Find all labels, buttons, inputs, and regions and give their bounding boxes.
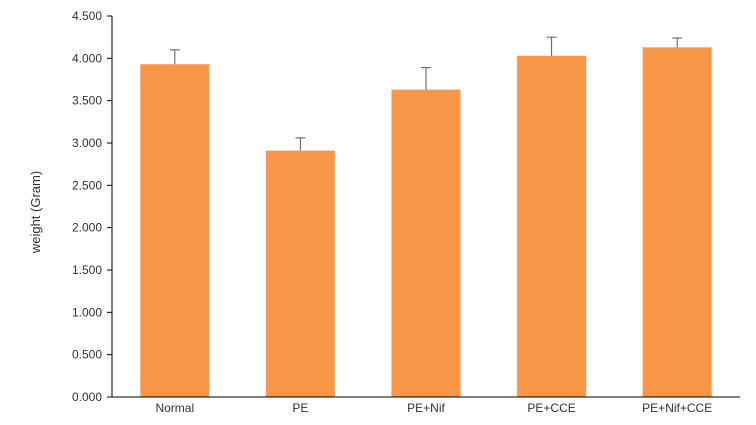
x-tick-label: PE <box>292 401 308 415</box>
y-axis-ticks: 0.000 0.500 1.000 1.500 2.000 2.500 3.000 3.500… <box>72 9 112 404</box>
x-tick-label: Normal <box>155 401 194 415</box>
bar-normal <box>140 64 210 397</box>
y-axis-title: weight (Gram) <box>28 171 43 254</box>
y-tick-label: 4.000 <box>72 51 102 65</box>
y-tick-label: 2.000 <box>72 221 102 235</box>
x-tick-label: PE+Nif <box>407 401 445 415</box>
bars <box>140 47 712 398</box>
bar-pe <box>265 150 335 397</box>
x-tick-label: PE+CCE <box>527 401 575 415</box>
bar-pe-nif <box>391 89 461 397</box>
y-tick-label: 4.500 <box>72 9 102 23</box>
x-axis-ticks: Normal PE PE+Nif PE+CCE PE+Nif+CCE <box>155 401 712 415</box>
y-tick-label: 1.000 <box>72 305 102 319</box>
y-tick-label: 2.500 <box>72 178 102 192</box>
bar-pe-cce <box>517 55 587 397</box>
bar-pe-nif-cce <box>642 47 712 398</box>
y-tick-label: 3.500 <box>72 94 102 108</box>
x-tick-label: PE+Nif+CCE <box>642 401 712 415</box>
y-tick-label: 1.500 <box>72 263 102 277</box>
y-tick-label: 0.000 <box>72 390 102 404</box>
error-bars <box>169 36 683 151</box>
y-tick-label: 0.500 <box>72 348 102 362</box>
y-tick-label: 3.000 <box>72 136 102 150</box>
